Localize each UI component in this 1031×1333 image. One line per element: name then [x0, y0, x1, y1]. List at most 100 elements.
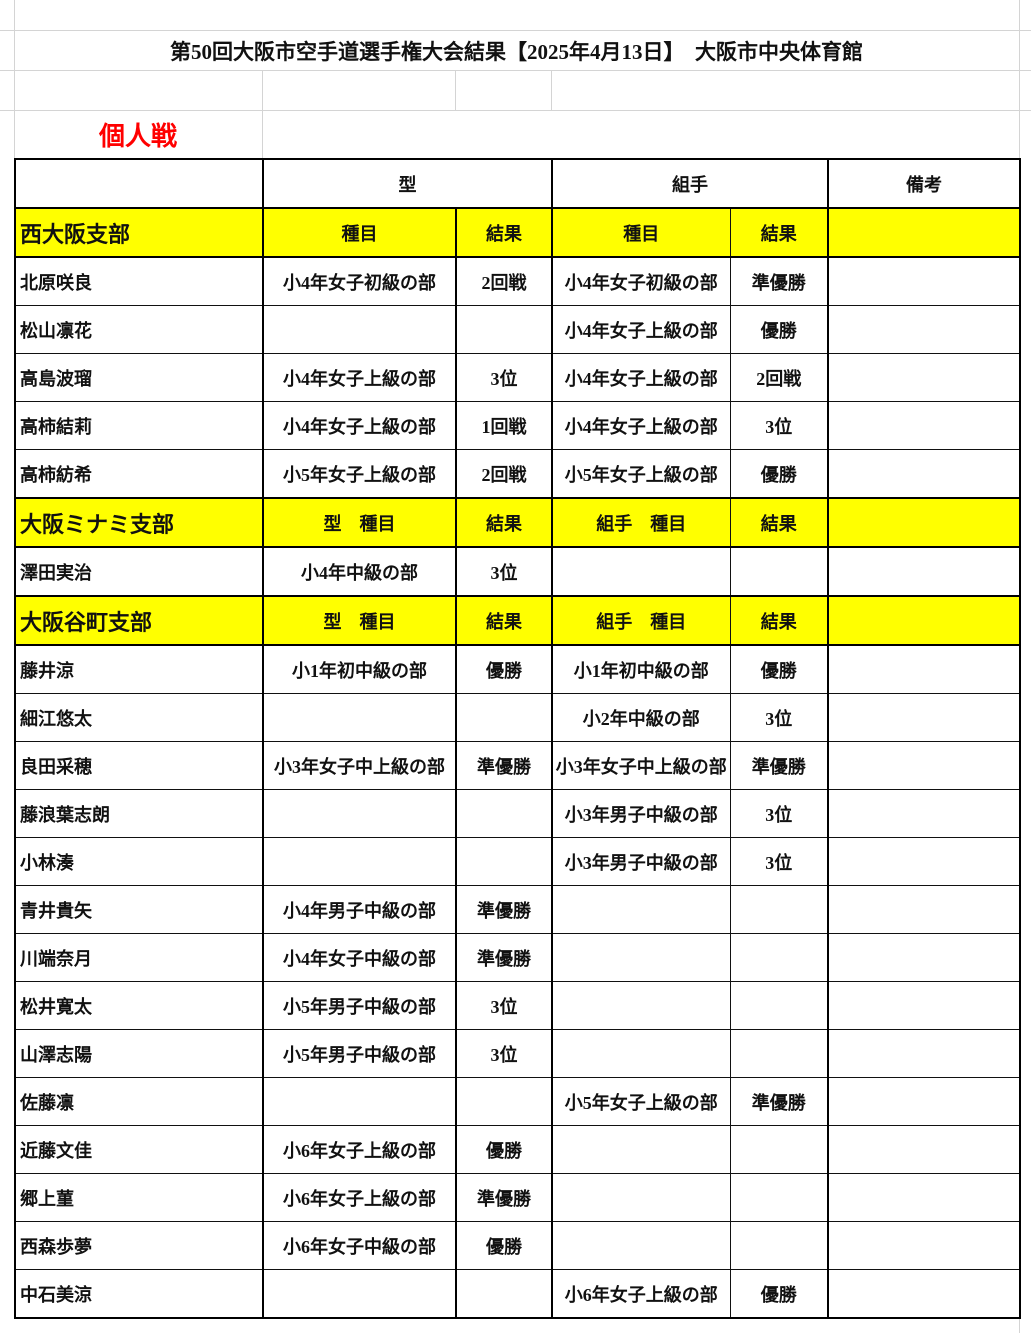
remarks-cell	[827, 644, 1021, 694]
kumite-result-cell: 3位	[729, 693, 829, 742]
kumite-event-cell	[551, 1221, 731, 1270]
kata-result-cell: 準優勝	[455, 885, 553, 934]
kumite-event-cell: 小3年男子中級の部	[551, 789, 731, 838]
remarks-cell	[827, 595, 1021, 646]
name-cell: 高島波瑠	[14, 353, 264, 402]
name-cell: 中石美涼	[14, 1269, 264, 1319]
branch-row: 西大阪支部 種目 結果 種目 結果	[14, 207, 1021, 258]
kata-event-cell: 小5年男子中級の部	[262, 981, 457, 1030]
name-cell: 小林湊	[14, 837, 264, 886]
remarks-cell	[827, 207, 1021, 258]
remarks-cell	[827, 981, 1021, 1030]
kata-result-cell: 結果	[455, 595, 553, 646]
kata-result-cell: 2回戦	[455, 256, 553, 306]
table-row: 高島波瑠 小4年女子上級の部 3位 小4年女子上級の部 2回戦	[14, 353, 1021, 402]
kata-event-cell: 小4年中級の部	[262, 546, 457, 597]
kumite-event-cell: 小4年女子上級の部	[551, 401, 731, 450]
branch-row: 大阪ミナミ支部型 種目 結果 組手 種目 結果	[14, 497, 1021, 548]
kumite-result-cell: 準優勝	[729, 1077, 829, 1126]
header-kata: 型	[262, 158, 553, 209]
kumite-event-cell: 小5年女子上級の部	[551, 1077, 731, 1126]
name-cell: 青井貴矢	[14, 885, 264, 934]
kumite-result-cell: 結果	[729, 207, 829, 258]
table-row: 西森歩夢 小6年女子中級の部 優勝	[14, 1221, 1021, 1270]
kata-result-cell: 準優勝	[455, 1173, 553, 1222]
kumite-result-cell: 優勝	[729, 644, 829, 694]
kumite-event-cell: 小5年女子上級の部	[551, 449, 731, 499]
gridline	[0, 110, 1031, 111]
name-cell: 澤田実治	[14, 546, 264, 597]
kumite-result-cell: 3位	[729, 789, 829, 838]
name-cell: 大阪ミナミ支部	[14, 497, 264, 548]
kata-result-cell: 2回戦	[455, 449, 553, 499]
kumite-result-cell	[729, 981, 829, 1030]
kumite-result-cell: 準優勝	[729, 741, 829, 790]
kumite-result-cell	[729, 1125, 829, 1174]
remarks-cell	[827, 497, 1021, 548]
kumite-event-cell: 小4年女子上級の部	[551, 305, 731, 354]
table-row: 中石美涼 小6年女子上級の部 優勝	[14, 1269, 1021, 1319]
kumite-result-cell	[729, 1221, 829, 1270]
remarks-cell	[827, 353, 1021, 402]
table-row: 良田采穂 小3年女子中上級の部 準優勝 小3年女子中上級の部 準優勝	[14, 741, 1021, 790]
kata-result-cell: 優勝	[455, 1221, 553, 1270]
table-row: 藤浪葉志朗 小3年男子中級の部 3位	[14, 789, 1021, 838]
header-kumite: 組手	[551, 158, 829, 209]
name-cell: 西森歩夢	[14, 1221, 264, 1270]
remarks-cell	[827, 1077, 1021, 1126]
table-row: 高柿紡希 小5年女子上級の部 2回戦 小5年女子上級の部 優勝	[14, 449, 1021, 499]
table-row: 高柿結莉 小4年女子上級の部 1回戦 小4年女子上級の部 3位	[14, 401, 1021, 450]
kumite-event-cell: 小4年女子初級の部	[551, 256, 731, 306]
results-table: 型 組手 備考 西大阪支部 種目 結果 種目 結果 北原咲良 小4年女子初級の部 2回戦 小4年…	[14, 158, 1021, 1319]
header-remarks: 備考	[827, 158, 1021, 209]
kata-result-cell	[455, 305, 553, 354]
name-cell: 郷上菫	[14, 1173, 264, 1222]
kata-result-cell: 準優勝	[455, 741, 553, 790]
kata-event-cell: 小4年女子上級の部	[262, 401, 457, 450]
kata-event-cell: 小5年男子中級の部	[262, 1029, 457, 1078]
kata-result-cell: 優勝	[455, 1125, 553, 1174]
kumite-event-cell	[551, 1125, 731, 1174]
kata-event-cell: 小4年女子初級の部	[262, 256, 457, 306]
kata-event-cell: 種目	[262, 207, 457, 258]
name-cell: 高柿紡希	[14, 449, 264, 499]
kata-event-cell	[262, 693, 457, 742]
remarks-cell	[827, 1029, 1021, 1078]
remarks-cell	[827, 837, 1021, 886]
kumite-result-cell: 2回戦	[729, 353, 829, 402]
table-row: 近藤文佳 小6年女子上級の部 優勝	[14, 1125, 1021, 1174]
remarks-cell	[827, 1173, 1021, 1222]
remarks-cell	[827, 1221, 1021, 1270]
kata-event-cell: 小3年女子中上級の部	[262, 741, 457, 790]
header-blank	[14, 158, 264, 209]
remarks-cell	[827, 885, 1021, 934]
kumite-result-cell	[729, 885, 829, 934]
page-title: 第50回大阪市空手道選手権大会結果【2025年4月13日】 大阪市中央体育館	[170, 40, 863, 64]
kumite-result-cell	[729, 1029, 829, 1078]
kata-result-cell: 3位	[455, 1029, 553, 1078]
remarks-cell	[827, 305, 1021, 354]
kumite-result-cell: 結果	[729, 497, 829, 548]
kumite-result-cell: 結果	[729, 595, 829, 646]
remarks-cell	[827, 449, 1021, 499]
kumite-event-cell: 小2年中級の部	[551, 693, 731, 742]
remarks-cell	[827, 741, 1021, 790]
kata-event-cell: 小6年女子中級の部	[262, 1221, 457, 1270]
kata-event-cell: 小4年女子中級の部	[262, 933, 457, 982]
kata-result-cell: 準優勝	[455, 933, 553, 982]
kumite-event-cell: 小4年女子上級の部	[551, 353, 731, 402]
name-cell: 藤井涼	[14, 644, 264, 694]
section-title: 個人戦	[98, 122, 177, 151]
name-cell: 細江悠太	[14, 693, 264, 742]
name-cell: 藤浪葉志朗	[14, 789, 264, 838]
name-cell: 松井寛太	[14, 981, 264, 1030]
kumite-event-cell	[551, 546, 731, 597]
kata-event-cell: 小1年初中級の部	[262, 644, 457, 694]
name-cell: 西大阪支部	[14, 207, 264, 258]
kumite-result-cell: 優勝	[729, 449, 829, 499]
gridline	[0, 70, 1031, 71]
table-row: 郷上菫 小6年女子上級の部 準優勝	[14, 1173, 1021, 1222]
kumite-event-cell: 小1年初中級の部	[551, 644, 731, 694]
name-cell: 北原咲良	[14, 256, 264, 306]
kumite-result-cell	[729, 546, 829, 597]
